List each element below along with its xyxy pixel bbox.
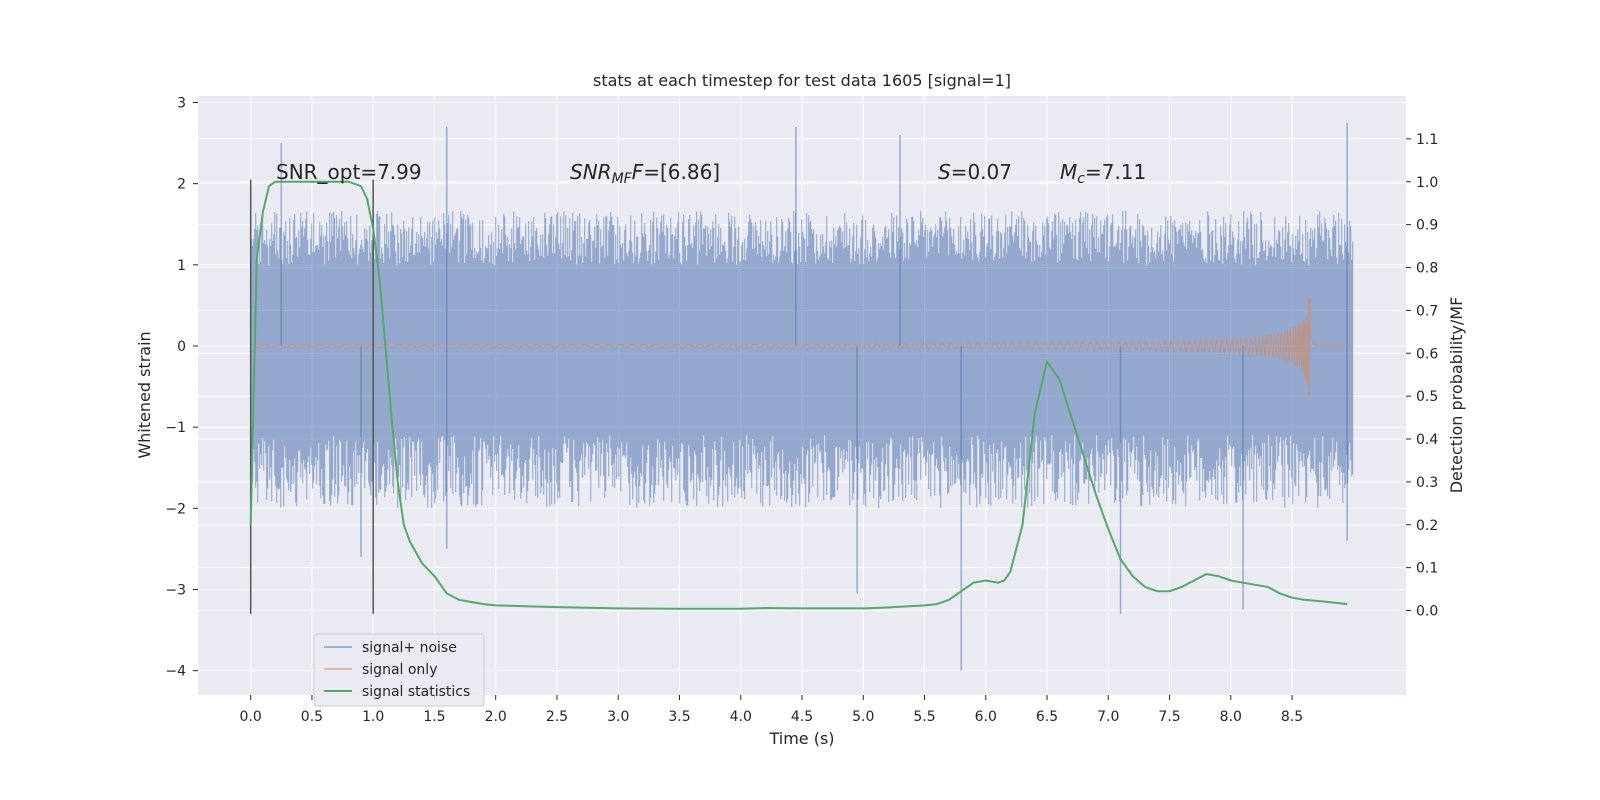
y-right-tick-label: 0.0: [1416, 604, 1438, 620]
x-tick-label: 7.0: [1097, 709, 1119, 725]
series-signal-noise: [250, 122, 1354, 671]
y-left-tick-label: 3: [177, 95, 186, 111]
annotation-snr-opt: SNR_opt=7.99: [276, 160, 422, 184]
y-right-tick-label: 1.0: [1416, 175, 1438, 191]
x-tick-label: 6.0: [975, 709, 997, 725]
x-tick-label: 1.0: [362, 709, 384, 725]
annotation-snr-mf-main: SNR: [570, 160, 612, 184]
x-tick-label: 0.5: [301, 709, 323, 725]
annotation-s-main: S: [938, 160, 951, 184]
chart-title: stats at each timestep for test data 160…: [593, 71, 1011, 90]
x-tick-label: 2.0: [485, 709, 507, 725]
x-tick-label: 6.5: [1036, 709, 1058, 725]
y-right-tick-label: 0.1: [1416, 561, 1438, 577]
x-tick-label: 7.5: [1158, 709, 1180, 725]
x-tick-label: 0.0: [240, 709, 262, 725]
plot-area: [249, 122, 1354, 671]
y-left-tick-label: −1: [165, 420, 186, 436]
y-left-tick-label: 2: [177, 177, 186, 193]
x-tick-label: 3.5: [668, 709, 690, 725]
annotation-snr-mf-value: =[6.86]: [643, 160, 720, 184]
y-right-tick-label: 0.5: [1416, 389, 1438, 405]
x-tick-label: 5.5: [913, 709, 935, 725]
annotation-snr-mf-f: F: [632, 160, 644, 184]
tick-labels: 0.0 0.5 1.0 1.5 2.0 2.5 3.0 3.5 4.0 4.5 5.0 5.5 6.0 6…: [165, 95, 1438, 725]
annotation-mc-sub: c: [1077, 171, 1085, 187]
annotation-snr-mf: SNRMFF=[6.86]: [570, 160, 720, 187]
x-tick-label: 4.0: [730, 709, 752, 725]
y-right-tick-label: 1.1: [1416, 132, 1438, 148]
y-left-tick-label: −3: [165, 582, 186, 598]
x-tick-label: 8.0: [1220, 709, 1242, 725]
y-right-tick-label: 0.6: [1416, 346, 1438, 362]
y-left-tick-label: −2: [165, 501, 186, 517]
y-right-tick-label: 0.9: [1416, 218, 1438, 234]
y-right-tick-label: 0.7: [1416, 303, 1438, 319]
x-tick-label: 1.5: [423, 709, 445, 725]
y-left-tick-label: 1: [177, 258, 186, 274]
legend-label-signal-noise: signal+ noise: [362, 640, 457, 656]
series-signal-statistics: [249, 180, 1348, 610]
annotation-mc-value: =7.11: [1085, 160, 1146, 184]
legend-box: [313, 633, 485, 707]
x-axis-label: Time (s): [768, 729, 834, 748]
annotation-s: S=0.07: [938, 160, 1012, 184]
series-signal-only: [250, 298, 1354, 397]
x-tick-label: 5.0: [852, 709, 874, 725]
annotation-mc-main: M: [1060, 160, 1077, 184]
y-right-tick-label: 0.4: [1416, 432, 1438, 448]
legend-label-signal-only: signal only: [362, 662, 437, 678]
legend: signal+ noise signal only signal statist…: [313, 633, 485, 707]
y-right-tick-label: 0.3: [1416, 475, 1438, 491]
annotation-snr-mf-sub: MF: [612, 171, 633, 187]
y-right-tick-label: 0.2: [1416, 518, 1438, 534]
y-axis-right-label: Detection probability/MF: [1447, 297, 1466, 494]
annotation-s-value: =0.07: [951, 160, 1012, 184]
y-right-tick-label: 0.8: [1416, 261, 1438, 277]
y-left-tick-label: −4: [165, 664, 186, 680]
y-left-tick-label: 0: [177, 339, 186, 355]
x-tick-label: 3.0: [607, 709, 629, 725]
x-tick-label: 4.5: [791, 709, 813, 725]
x-tick-label: 8.5: [1281, 709, 1303, 725]
legend-label-signal-statistics: signal statistics: [362, 684, 470, 700]
x-tick-label: 2.5: [546, 709, 568, 725]
y-axis-left-label: Whitened strain: [135, 331, 154, 458]
annotation-mc: Mc=7.11: [1060, 160, 1146, 187]
